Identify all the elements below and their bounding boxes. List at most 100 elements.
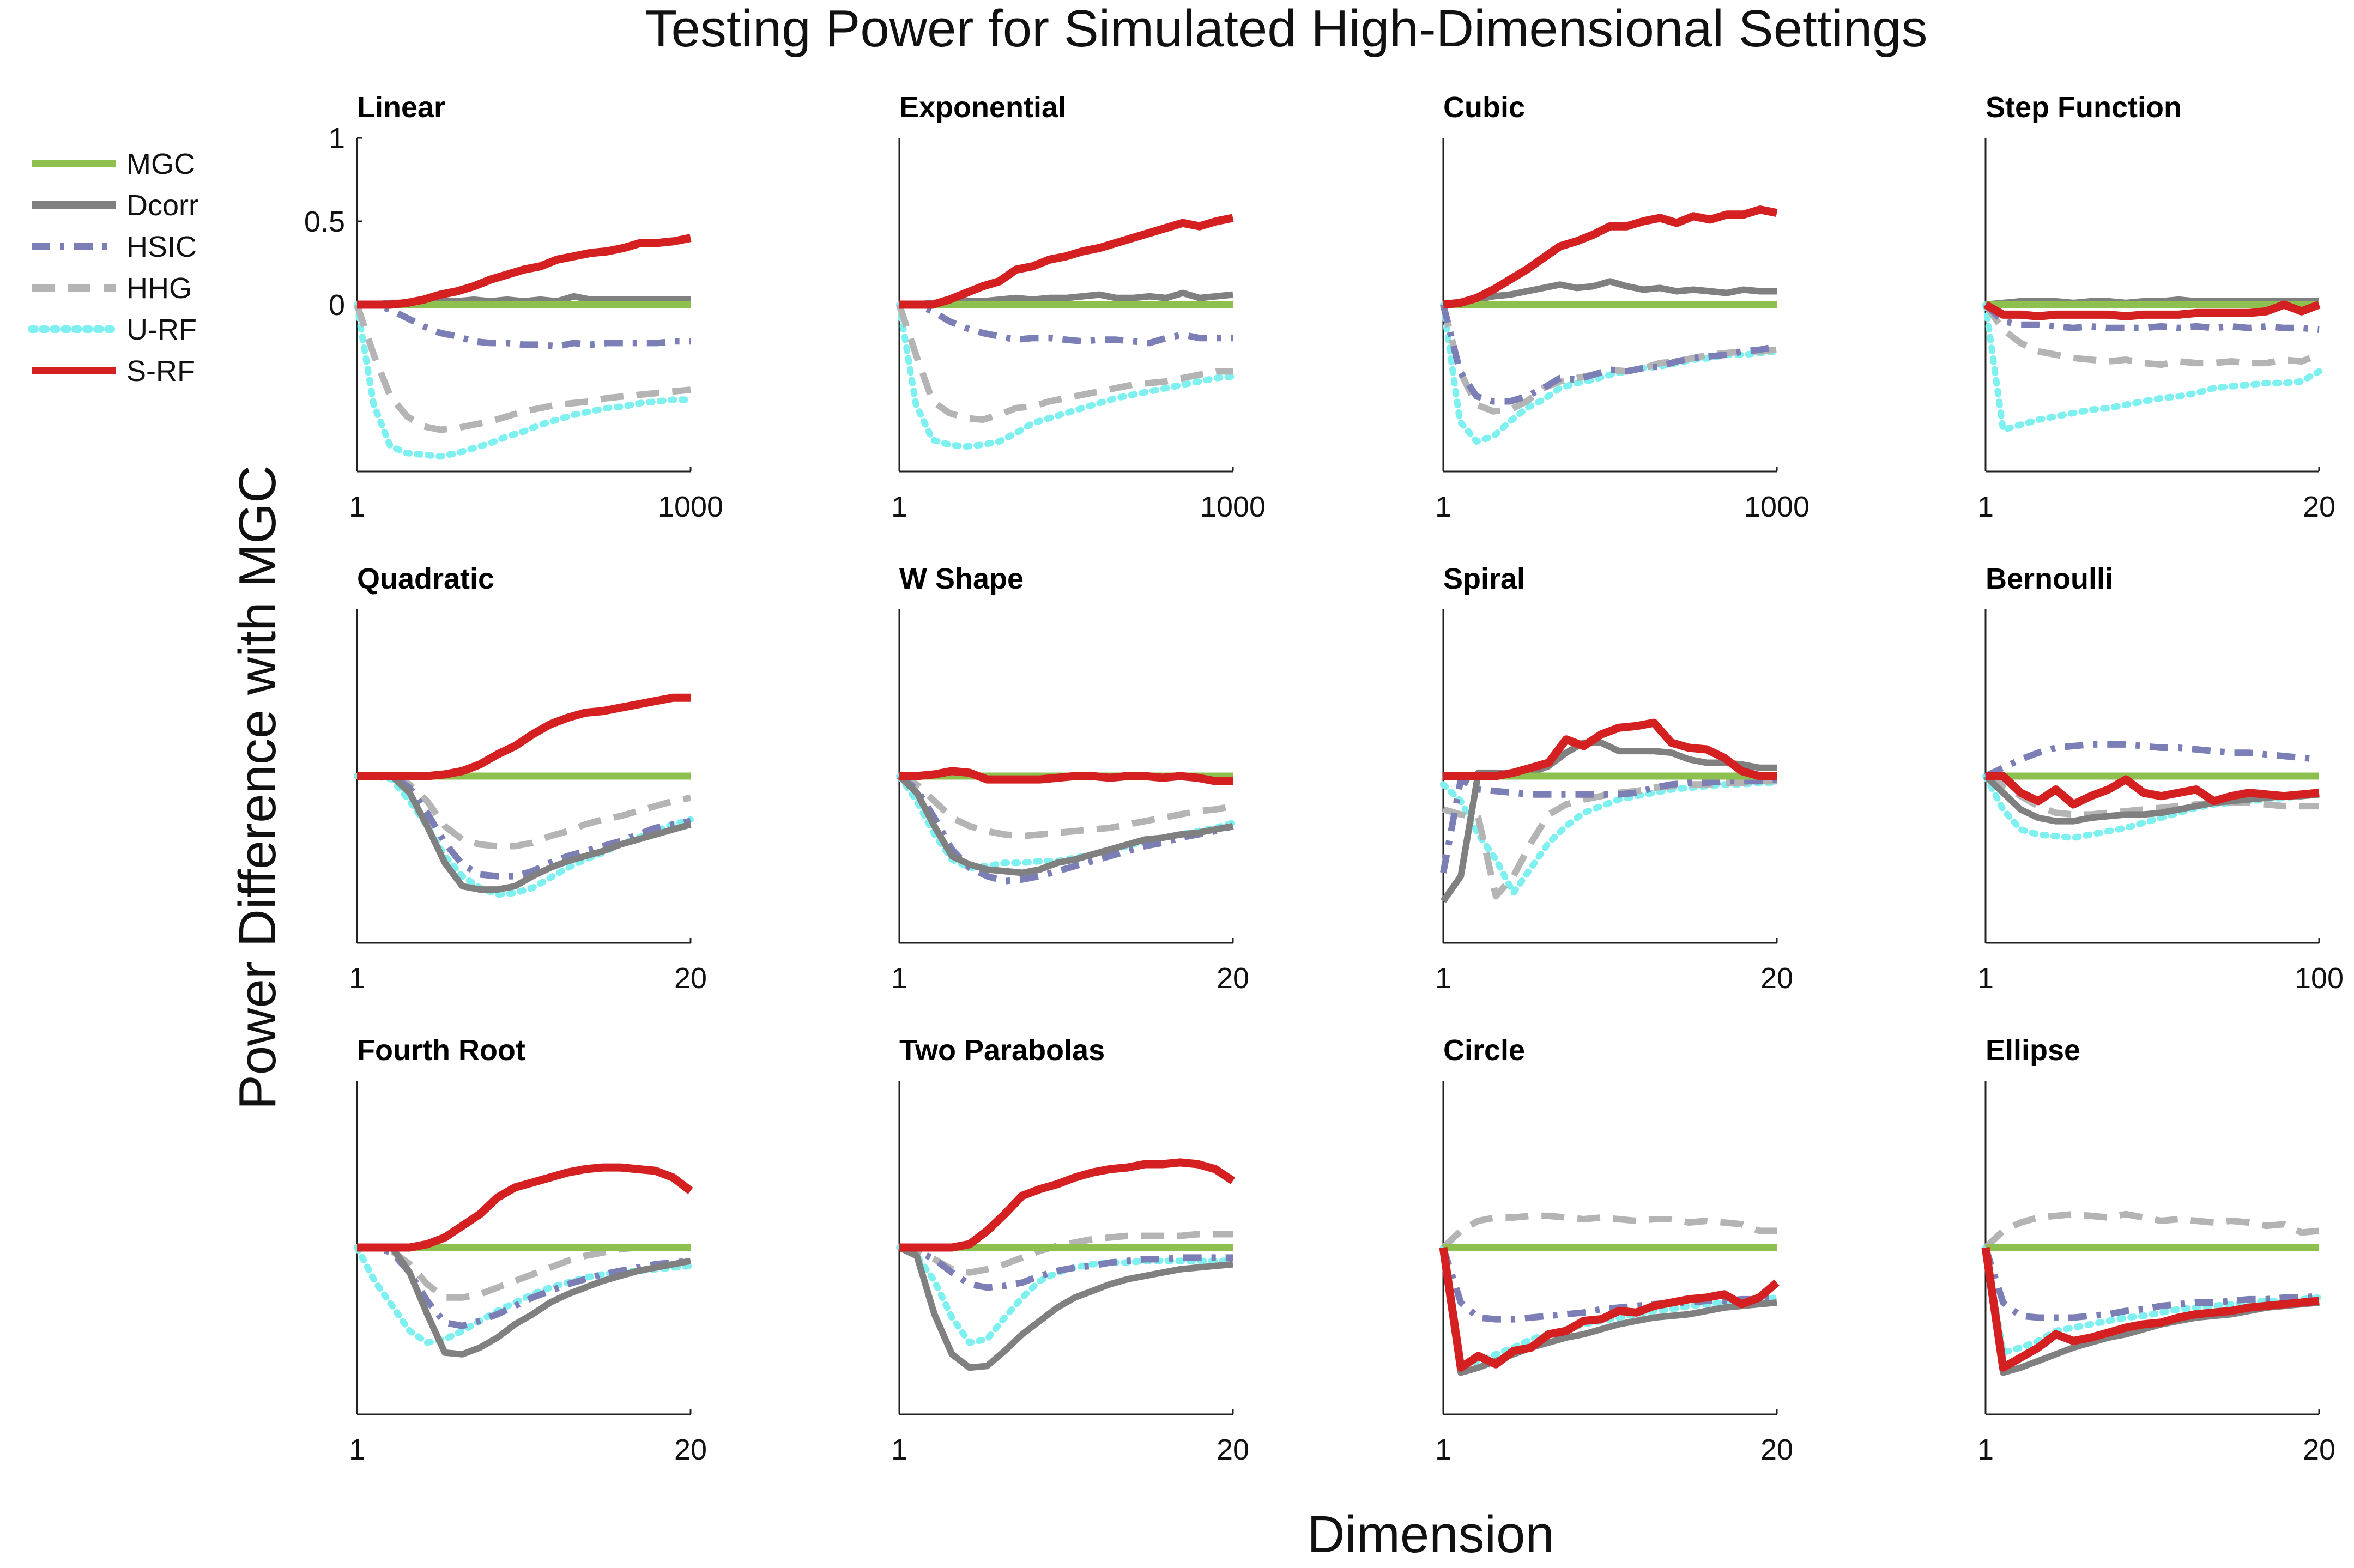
panel-title-circle: Circle xyxy=(1443,1034,1525,1067)
series-line-u-rf-cubic xyxy=(1440,301,1780,445)
panel-title-two-parabolas: Two Parabolas xyxy=(899,1034,1105,1067)
x-tick-label-w-shape: 1 xyxy=(891,962,907,995)
panel-title-ellipse: Ellipse xyxy=(1986,1034,2080,1067)
panel-title-bernoulli: Bernoulli xyxy=(1986,562,2113,595)
panel-title-fourth-root: Fourth Root xyxy=(357,1034,525,1067)
legend-label-hsic: HSIC xyxy=(126,231,197,263)
x-tick-label-step-function: 1 xyxy=(1977,491,1994,523)
x-tick-label-quadratic: 1 xyxy=(349,962,365,995)
series-line-u-rf-spiral xyxy=(1440,779,1780,897)
series-line-hhg-cubic xyxy=(1440,304,1777,415)
panel-bernoulli: Bernoulli 1 100 xyxy=(1977,562,2344,995)
x-tick-label-cubic: 1 xyxy=(1435,491,1451,523)
series-line-dcorr-two-parabolas xyxy=(898,1244,1233,1371)
x-tick-label-w-shape: 20 xyxy=(1217,962,1249,995)
x-axis-label: Dimension xyxy=(1307,1505,1554,1564)
x-tick-label-linear: 1 xyxy=(349,491,365,523)
x-tick-label-circle: 1 xyxy=(1435,1433,1451,1466)
legend-label-hhg: HHG xyxy=(126,272,192,305)
x-tick-label-circle: 20 xyxy=(1760,1433,1793,1466)
series-line-s-rf-ellipse xyxy=(1981,1246,2320,1372)
x-tick-label-spiral: 20 xyxy=(1760,962,1793,995)
series-line-dcorr-w-shape xyxy=(897,773,1234,876)
series-line-hsic-step-function xyxy=(1983,302,2320,333)
panel-step-function: Step Function 1 20 xyxy=(1977,91,2335,523)
series-line-s-rf-exponential xyxy=(899,214,1234,309)
series-line-dcorr-ellipse xyxy=(1982,1247,2320,1376)
x-tick-label-exponential: 1 xyxy=(891,491,907,523)
y-axis-label: Power Difference with MGC xyxy=(228,465,287,1110)
panel-two-parabolas: Two Parabolas 1 20 xyxy=(891,1034,1249,1466)
x-tick-label-exponential: 1000 xyxy=(1200,491,1266,523)
panel-title-w-shape: W Shape xyxy=(899,562,1024,595)
panel-title-exponential: Exponential xyxy=(899,91,1066,124)
series-line-dcorr-quadratic xyxy=(357,773,692,893)
legend: MGC Dcorr HSIC HHG U-RF S-RF xyxy=(28,148,198,388)
series-line-s-rf-circle xyxy=(1439,1246,1780,1372)
series-line-s-rf-quadratic xyxy=(357,693,691,780)
x-tick-label-two-parabolas: 1 xyxy=(891,1433,907,1466)
series-line-hsic-bernoulli xyxy=(1984,741,2320,779)
series-line-s-rf-fourth-root xyxy=(357,1163,693,1252)
series-line-dcorr-fourth-root xyxy=(357,1244,692,1358)
x-tick-label-linear: 1000 xyxy=(658,491,723,523)
series-line-hsic-quadratic xyxy=(357,773,692,880)
series-line-dcorr-cubic xyxy=(1443,278,1777,308)
panel-title-quadratic: Quadratic xyxy=(357,562,494,595)
y-tick-label-linear: 0 xyxy=(329,289,345,322)
series-line-u-rf-linear xyxy=(354,301,694,460)
y-tick-label-linear: 1 xyxy=(329,122,345,155)
series-line-s-rf-cubic xyxy=(1443,205,1778,309)
series-line-u-rf-bernoulli xyxy=(1982,773,2322,841)
series-line-hsic-linear xyxy=(357,301,691,350)
panel-quadratic: Quadratic 1 20 xyxy=(349,562,707,995)
x-tick-label-cubic: 1000 xyxy=(1744,491,1810,523)
x-tick-label-bernoulli: 100 xyxy=(2295,962,2344,995)
panel-cubic: Cubic 1 1000 xyxy=(1435,91,1810,523)
series-line-hhg-circle xyxy=(1441,1212,1777,1250)
x-tick-label-ellipse: 20 xyxy=(2303,1433,2335,1466)
x-tick-label-fourth-root: 1 xyxy=(349,1433,365,1466)
panel-title-cubic: Cubic xyxy=(1443,91,1525,124)
x-tick-label-quadratic: 20 xyxy=(674,962,707,995)
series-line-u-rf-exponential xyxy=(896,301,1236,450)
series-line-hhg-spiral xyxy=(1442,778,1777,900)
x-tick-label-two-parabolas: 20 xyxy=(1217,1433,1249,1466)
series-line-hhg-linear xyxy=(354,304,691,433)
y-tick-label-linear: 0.5 xyxy=(304,205,345,238)
series-line-hsic-cubic xyxy=(1440,304,1778,405)
series-line-hhg-w-shape xyxy=(898,773,1234,840)
figure-title: Testing Power for Simulated High-Dimensi… xyxy=(645,0,1927,58)
series-line-hsic-w-shape xyxy=(897,773,1234,885)
legend-label-dcorr: Dcorr xyxy=(126,189,198,222)
panel-exponential: Exponential 1 1000 xyxy=(891,91,1266,523)
series-line-hsic-spiral xyxy=(1440,776,1777,874)
series-line-hsic-ellipse xyxy=(1982,1246,2320,1321)
series-line-hhg-bernoulli xyxy=(1984,773,2319,818)
series-line-s-rf-w-shape xyxy=(899,767,1233,785)
series-line-s-rf-linear xyxy=(357,234,692,309)
legend-label-s-rf: S-RF xyxy=(126,355,195,388)
x-tick-label-bernoulli: 1 xyxy=(1977,962,1994,995)
series-line-u-rf-two-parabolas xyxy=(896,1244,1236,1346)
x-tick-label-fourth-root: 20 xyxy=(674,1433,707,1466)
x-tick-label-step-function: 20 xyxy=(2303,491,2335,523)
series-line-s-rf-bernoulli xyxy=(1986,772,2320,809)
legend-label-u-rf: U-RF xyxy=(126,313,197,346)
series-line-s-rf-spiral xyxy=(1443,718,1777,780)
series-line-hhg-two-parabolas xyxy=(898,1231,1233,1276)
series-line-hhg-ellipse xyxy=(1983,1210,2320,1250)
panel-circle: Circle 1 20 xyxy=(1435,1034,1793,1466)
series-line-hsic-exponential xyxy=(899,301,1233,347)
panel-title-linear: Linear xyxy=(357,91,445,124)
series-line-hsic-two-parabolas xyxy=(898,1244,1233,1291)
series-line-s-rf-step-function xyxy=(1983,300,2321,320)
legend-label-mgc: MGC xyxy=(126,148,195,180)
series-line-hhg-step-function xyxy=(1983,302,2321,368)
series-line-u-rf-step-function xyxy=(1982,301,2322,433)
panel-title-step-function: Step Function xyxy=(1986,91,2182,124)
series-line-s-rf-two-parabolas xyxy=(899,1158,1236,1252)
series-line-hhg-exponential xyxy=(896,304,1233,423)
series-line-dcorr-spiral xyxy=(1441,739,1777,903)
